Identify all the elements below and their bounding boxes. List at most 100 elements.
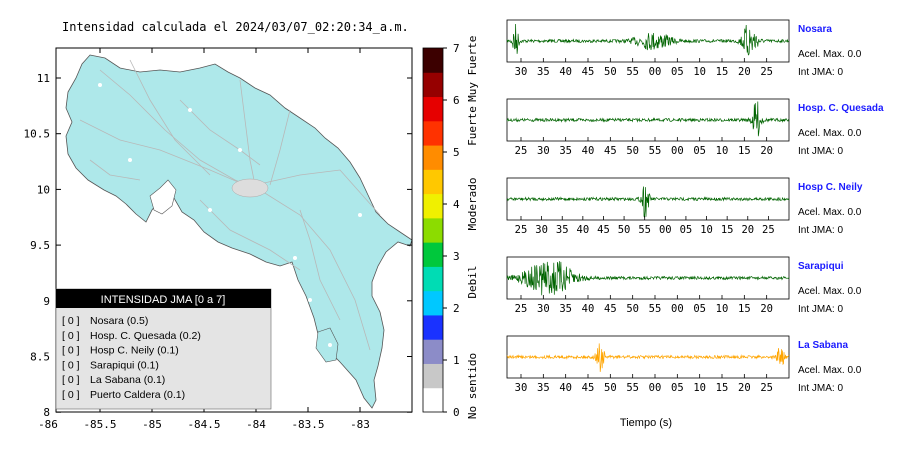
- station-accel: Acel. Max. 0.0: [798, 128, 862, 139]
- time-tick-label: 50: [604, 382, 617, 394]
- waveform-panel: 25 30 35 40 45 50 55 00 05 10 15 20 Sarapiqui Acel. M…: [506, 256, 862, 315]
- time-tick-label: 25: [760, 66, 773, 78]
- legend-item-level: [ 0 ]: [62, 389, 80, 401]
- waveform-panel: 25 30 35 40 45 50 55 00 05 10 15 20 Hosp. C. Quesada…: [506, 98, 884, 157]
- osa-peninsula: [315, 327, 339, 363]
- waveform-panel: 30 35 40 45 50 55 00 05 10 15 20 25 La Sabana Acel. M…: [506, 335, 862, 394]
- colorbar-segment: [423, 48, 443, 73]
- colorbar-tick-label: 4: [453, 198, 460, 211]
- legend-title-bar: [56, 289, 271, 308]
- intensity-map: -86 -85.5 -85 -84.5 -84 -83.5 -83 11 10.5 10 9.5 9 8…: [24, 47, 413, 431]
- colorbar-tick-label: 1: [453, 354, 460, 367]
- time-tick-label: 00: [671, 303, 684, 315]
- legend-item-level: [ 0 ]: [62, 345, 80, 357]
- time-tick-label: 20: [741, 224, 754, 236]
- time-tick-label: 20: [760, 303, 773, 315]
- time-tick-label: 25: [515, 145, 528, 157]
- legend-item-level: [ 0 ]: [62, 359, 80, 371]
- map-axes: -86 -85.5 -85 -84.5 -84 -83.5 -83 11 10.5 10 9.5 9 8…: [24, 48, 412, 431]
- colorbar-segment: [423, 217, 443, 243]
- legend-item-level: [ 0 ]: [62, 330, 80, 342]
- time-tick-label: 15: [716, 382, 729, 394]
- time-tick-label: 10: [693, 66, 706, 78]
- lon-tick-label: -83: [350, 418, 370, 431]
- costa-rica-land: [65, 54, 412, 409]
- waveform-trace: [506, 186, 790, 218]
- lon-tick-label: -85.5: [83, 418, 116, 431]
- colorbar-category-label: Debil: [466, 265, 479, 298]
- waveform-trace: [506, 101, 790, 137]
- lat-tick-label: 8: [43, 406, 50, 419]
- time-tick-label: 25: [515, 303, 528, 315]
- waveform-trace: [506, 343, 790, 372]
- colorbar-tick-label: 6: [453, 94, 460, 107]
- legend-item-name: La Sabana (0.1): [90, 374, 165, 386]
- colorbar-segment: [423, 242, 443, 267]
- time-tick-label: 35: [556, 224, 569, 236]
- time-tick-label: 05: [671, 66, 684, 78]
- station-accel: Acel. Max. 0.0: [798, 207, 862, 218]
- time-tick-label: 05: [693, 303, 706, 315]
- time-tick-label: 40: [582, 303, 595, 315]
- time-tick-label: 45: [604, 145, 617, 157]
- lat-tick-label: 10: [37, 183, 50, 196]
- colorbar-tick-label: 2: [453, 302, 460, 315]
- colorbar-category-label: Fuerte: [466, 106, 479, 146]
- legend-item-name: Nosara (0.5): [90, 315, 148, 327]
- x-axis-label: Tiempo (s): [620, 417, 672, 429]
- time-tick-label: 45: [582, 66, 595, 78]
- colorbar-tick-label: 5: [453, 146, 460, 159]
- colorbar-tick-label: 7: [453, 42, 460, 55]
- urban-area: [231, 178, 269, 198]
- time-tick-label: 00: [671, 145, 684, 157]
- time-tick-label: 15: [738, 145, 751, 157]
- station-accel: Acel. Max. 0.0: [798, 286, 862, 297]
- nicoya-gulf: [149, 179, 177, 215]
- time-tick-label: 20: [738, 66, 751, 78]
- colorbar-segment: [423, 72, 443, 98]
- station-name: Sarapiqui: [798, 261, 844, 272]
- station-name: Hosp. C. Quesada: [798, 103, 884, 114]
- waveform-trace: [506, 23, 790, 56]
- legend-title: INTENSIDAD JMA [0 a 7]: [101, 294, 226, 306]
- time-tick-label: 10: [716, 145, 729, 157]
- station-dots: [98, 83, 362, 347]
- time-tick-label: 45: [604, 303, 617, 315]
- lon-tick-label: -83.5: [291, 418, 324, 431]
- time-tick-label: 35: [537, 382, 550, 394]
- colorbar-frame: [422, 47, 444, 413]
- legend-box: [55, 288, 272, 410]
- station-accel: Acel. Max. 0.0: [798, 49, 862, 60]
- colorbar-segment: [423, 169, 443, 195]
- colorbar-tick-label: 0: [453, 406, 460, 419]
- time-tick-label: 55: [626, 66, 639, 78]
- colorbar-segment: [423, 363, 443, 389]
- station-name: La Sabana: [798, 340, 848, 351]
- lon-tick-label: -85: [142, 418, 162, 431]
- legend-item-level: [ 0 ]: [62, 315, 80, 327]
- waveform-trace: [506, 261, 790, 296]
- lat-tick-label: 8.5: [30, 351, 50, 364]
- colorbar-segment: [423, 193, 443, 219]
- page-title: Intensidad calculada el 2024/03/07_02:20…: [62, 20, 409, 34]
- colorbar-segment: [423, 387, 443, 413]
- legend-item-name: Sarapiqui (0.1): [90, 359, 159, 371]
- station-jma: Int JMA: 0: [798, 146, 843, 157]
- time-tick-label: 15: [721, 224, 734, 236]
- time-tick-label: 05: [680, 224, 693, 236]
- waveform-panels: 30 35 40 45 50 55 00 05 10 15 20 25 Nosara Acel. Max.…: [506, 19, 884, 394]
- station-jma: Int JMA: 0: [798, 67, 843, 78]
- time-tick-label: 25: [760, 382, 773, 394]
- time-tick-label: 55: [649, 145, 662, 157]
- legend-item-name: Puerto Caldera (0.1): [90, 389, 185, 401]
- time-tick-label: 15: [716, 66, 729, 78]
- time-tick-label: 35: [559, 303, 572, 315]
- time-tick-label: 55: [638, 224, 651, 236]
- colorbar-category-label: Moderado: [466, 178, 479, 231]
- colorbar-segment: [423, 145, 443, 170]
- time-tick-label: 35: [559, 145, 572, 157]
- station-accel: Acel. Max. 0.0: [798, 365, 862, 376]
- time-tick-label: 25: [515, 224, 528, 236]
- lat-tick-label: 10.5: [24, 128, 51, 141]
